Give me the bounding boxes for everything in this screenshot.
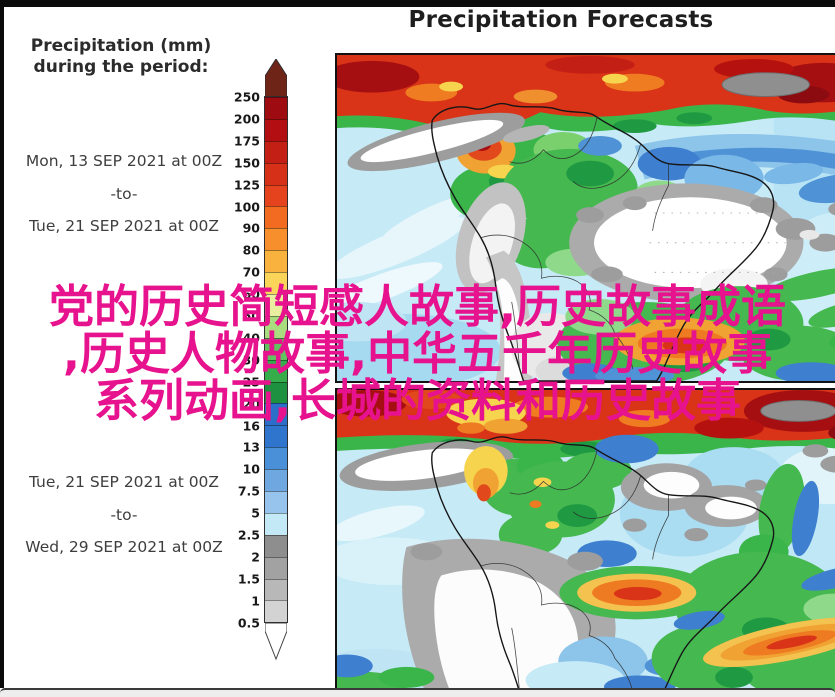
colorbar-segment — [265, 491, 287, 513]
colorbar-segment — [265, 315, 287, 338]
colorbar-tick-70: 70 — [242, 264, 260, 280]
colorbar-segment — [265, 206, 287, 229]
colorbar-tick-100: 100 — [233, 199, 260, 214]
precipitation-map-period-2 — [335, 388, 835, 697]
colorbar — [264, 95, 288, 624]
colorbar-tick-0.5: 0.5 — [237, 615, 260, 631]
period-1-end: Tue, 21 SEP 2021 at 00Z — [28, 217, 220, 235]
period-1: Mon, 13 SEP 2021 at 00Z -to- Tue, 21 SEP… — [8, 145, 240, 243]
colorbar-segment — [265, 425, 287, 448]
colorbar-segment — [265, 534, 287, 557]
colorbar-segment — [265, 337, 287, 360]
colorbar-tick-90: 90 — [242, 220, 260, 236]
colorbar-segment — [265, 228, 287, 251]
colorbar-tick-40: 40 — [242, 330, 260, 346]
period-2-separator: -to- — [110, 505, 138, 524]
period-2-start: Tue, 21 SEP 2021 at 00Z — [28, 473, 220, 491]
colorbar-segment — [265, 162, 287, 185]
colorbar-tick-250: 250 — [233, 89, 260, 105]
colorbar-segment — [265, 556, 287, 579]
colorbar-segment — [265, 381, 287, 404]
colorbar-tick-25: 25 — [242, 374, 260, 390]
colorbar-tick-150: 150 — [233, 155, 260, 171]
left-border-stripe — [0, 7, 4, 688]
colorbar-tick-labels: 250 200 175 150 125 100 90 80 70 60 50 40 30 25 20 16 13… — [204, 90, 260, 631]
colorbar-segment — [265, 97, 287, 119]
colorbar-segment — [265, 469, 287, 492]
colorbar-tick-200: 200 — [233, 111, 260, 127]
colorbar-segment — [265, 294, 287, 316]
colorbar-tick-1.5: 1.5 — [237, 571, 260, 587]
period-2: Tue, 21 SEP 2021 at 00Z -to- Wed, 29 SEP… — [8, 466, 240, 564]
colorbar-segment — [265, 140, 287, 163]
colorbar-segment — [265, 512, 287, 535]
colorbar-tick-2: 2 — [251, 549, 260, 565]
colorbar-tick-60: 60 — [242, 286, 260, 302]
colorbar-tick-5: 5 — [251, 505, 260, 521]
map-1-graphic — [337, 55, 835, 381]
colorbar-tick-1: 1 — [251, 593, 260, 609]
colorbar-segment — [265, 403, 287, 426]
colorbar-arrow-up-icon — [265, 59, 287, 97]
colorbar-segment — [265, 578, 287, 601]
colorbar-tick-125: 125 — [233, 177, 260, 193]
colorbar-segment — [265, 250, 287, 273]
colorbar-tick-13: 13 — [242, 439, 260, 455]
colorbar-segment — [265, 272, 287, 295]
period-1-separator: -to- — [110, 184, 138, 203]
bottom-ui-bar — [0, 688, 835, 697]
colorbar-segment — [265, 447, 287, 470]
colorbar-tick-7.5: 7.5 — [237, 483, 260, 499]
colorbar-tick-10: 10 — [242, 461, 260, 477]
colorbar-segment — [265, 118, 287, 141]
top-border-band — [0, 0, 835, 7]
colorbar-caption-line1: Precipitation (mm) — [30, 36, 212, 56]
colorbar-arrow-down-icon — [265, 623, 287, 661]
colorbar-tick-50: 50 — [242, 308, 260, 324]
page-title: Precipitation Forecasts — [408, 7, 714, 33]
colorbar-caption-line2: during the period: — [33, 57, 209, 77]
colorbar-segment — [265, 600, 287, 623]
colorbar-tick-80: 80 — [242, 242, 260, 258]
colorbar-tick-2.5: 2.5 — [237, 527, 260, 543]
map-2-graphic — [337, 390, 835, 697]
colorbar-tick-20: 20 — [242, 396, 260, 412]
period-2-end: Wed, 29 SEP 2021 at 00Z — [25, 538, 223, 556]
colorbar-segment — [265, 359, 287, 382]
colorbar-segment — [265, 184, 287, 207]
colorbar-tick-175: 175 — [233, 133, 260, 149]
colorbar-tick-16: 16 — [242, 418, 260, 433]
colorbar-caption: Precipitation (mm) during the period: — [8, 36, 234, 78]
period-1-start: Mon, 13 SEP 2021 at 00Z — [25, 152, 223, 170]
colorbar-tick-30: 30 — [242, 352, 260, 368]
precipitation-map-period-1 — [335, 53, 835, 383]
